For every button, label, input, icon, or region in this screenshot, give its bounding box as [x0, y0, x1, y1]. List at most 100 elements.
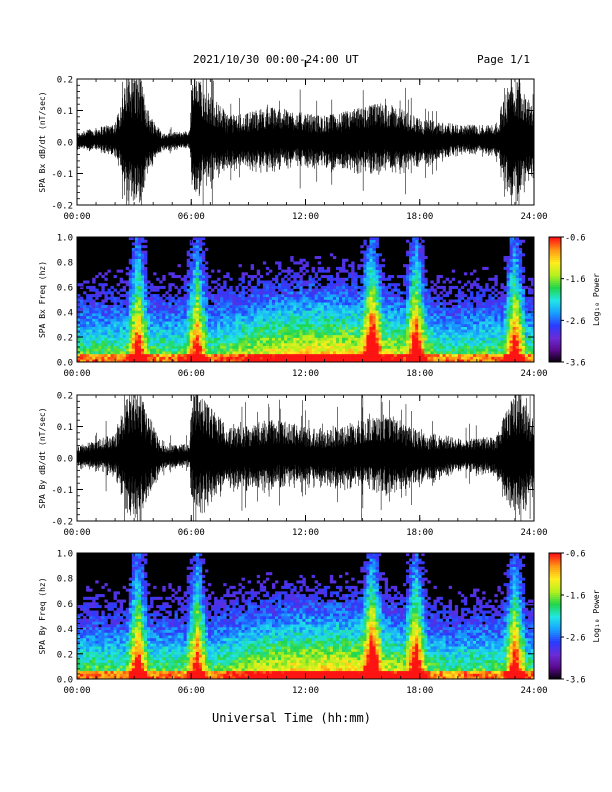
spectrogram-cell [232, 345, 236, 349]
spectrogram-cell [470, 323, 474, 327]
spectrogram-cell [150, 318, 154, 322]
spectrogram-cell [342, 299, 346, 303]
spectrogram-cell [320, 318, 325, 322]
spectrogram-cell [329, 323, 334, 327]
spectrogram-cell [360, 323, 364, 327]
spectrogram-cell [137, 253, 142, 257]
spectrogram-cell [390, 326, 395, 330]
spectrogram-cell [186, 264, 191, 268]
spectrogram-cell [241, 307, 245, 311]
spectrogram-cell [232, 291, 236, 295]
spectrogram-cell [369, 348, 373, 352]
spectrogram-cell [445, 340, 449, 344]
spectrogram-cell [509, 323, 513, 327]
spectrogram-cell [515, 269, 520, 273]
spectrogram-cell [311, 340, 315, 344]
spectrogram-cell [256, 342, 261, 346]
spectrogram-cell [476, 283, 480, 287]
spectrogram-cell [415, 359, 419, 363]
spectrogram-cell [271, 302, 276, 306]
spectrogram-cell [515, 345, 520, 349]
spectrogram-cell [226, 304, 230, 308]
spectrogram-cell [466, 288, 471, 292]
spectrogram-cell [265, 291, 270, 295]
spectrogram-cell [396, 313, 401, 317]
spectrogram-cell [402, 310, 407, 314]
spectrogram-cell [180, 359, 184, 363]
spectrogram-cell [442, 340, 446, 344]
spectrogram-cell [442, 342, 446, 346]
spectrogram-cell [186, 294, 191, 298]
spectrogram-cell [305, 329, 309, 333]
spectrogram-cell [98, 340, 102, 344]
spectrogram-cell [320, 302, 325, 306]
spectrogram-cell [98, 326, 102, 330]
spectrogram-cell [454, 326, 459, 330]
spectrogram-cell [430, 302, 434, 306]
colorbar-step [549, 247, 561, 250]
spectrogram-cell [131, 250, 136, 254]
spectrogram-cell [299, 315, 303, 319]
spectrogram-cell [485, 326, 489, 330]
spectrogram-cell [284, 299, 288, 303]
spectrogram-cell [342, 285, 346, 289]
spectrogram-cell [372, 315, 376, 319]
spectrogram-cell [527, 318, 532, 322]
spectrogram-cell [171, 326, 175, 330]
spectrogram-cell [488, 353, 492, 357]
spectrogram-cell [378, 351, 382, 355]
spectrogram-cell [131, 299, 136, 303]
spectrogram-cell [208, 332, 212, 336]
spectrogram-cell [119, 329, 123, 333]
spectrogram-cell [290, 307, 294, 311]
spectrogram-cell [128, 296, 133, 300]
spectrogram-cell [348, 285, 352, 289]
spectrogram-cell [488, 277, 492, 281]
spectrogram-cell [92, 302, 96, 306]
spectrogram-cell [506, 332, 510, 336]
spectrogram-cell [512, 359, 517, 363]
spectrogram-cell [186, 272, 191, 276]
spectrogram-cell [162, 323, 166, 327]
spectrogram-cell [494, 294, 498, 298]
spectrogram-cell [186, 315, 191, 319]
spectrogram-cell [424, 315, 428, 319]
spectrogram-cell [421, 288, 425, 292]
spectrogram-cell [527, 302, 532, 306]
spectrogram-cell [527, 315, 532, 319]
spectrogram-cell [354, 304, 358, 308]
spectrogram-cell [192, 264, 197, 268]
spectrogram-cell [421, 256, 425, 260]
spectrogram-cell [308, 340, 312, 344]
spectrogram-cell [415, 291, 419, 295]
spectrogram-cell [396, 351, 401, 355]
spectrogram-cell [503, 342, 507, 346]
spectrogram-cell [436, 299, 440, 303]
spectrogram-cell [192, 237, 197, 241]
spectrogram-cell [156, 348, 160, 352]
spectrogram-cell [98, 318, 102, 322]
spectrogram-cell [342, 345, 346, 349]
spectrogram-cell [229, 356, 233, 360]
spectrogram-cell [189, 345, 194, 349]
spectrogram-cell [137, 269, 142, 273]
spectrogram-cell [436, 351, 440, 355]
spectrogram-cell [317, 277, 322, 281]
spectrogram-cell [144, 342, 148, 346]
spectrogram-cell [479, 342, 483, 346]
spectrogram-cell [345, 307, 349, 311]
spectrogram-cell [287, 283, 291, 287]
spectrogram-cell [369, 239, 373, 243]
spectrogram-cell [104, 323, 108, 327]
spectrogram-cell [104, 342, 108, 346]
spectrogram-cell [150, 302, 154, 306]
spectrogram-cell [317, 326, 322, 330]
spectrogram-cell [134, 345, 139, 349]
spectrogram-cell [506, 329, 510, 333]
spectrogram-cell [271, 277, 276, 281]
spectrogram-cell [281, 348, 285, 352]
spectrogram-cell [348, 299, 352, 303]
spectrogram-cell [375, 302, 379, 306]
spectrogram-cell [208, 313, 212, 317]
spectrogram-cell [232, 334, 236, 338]
